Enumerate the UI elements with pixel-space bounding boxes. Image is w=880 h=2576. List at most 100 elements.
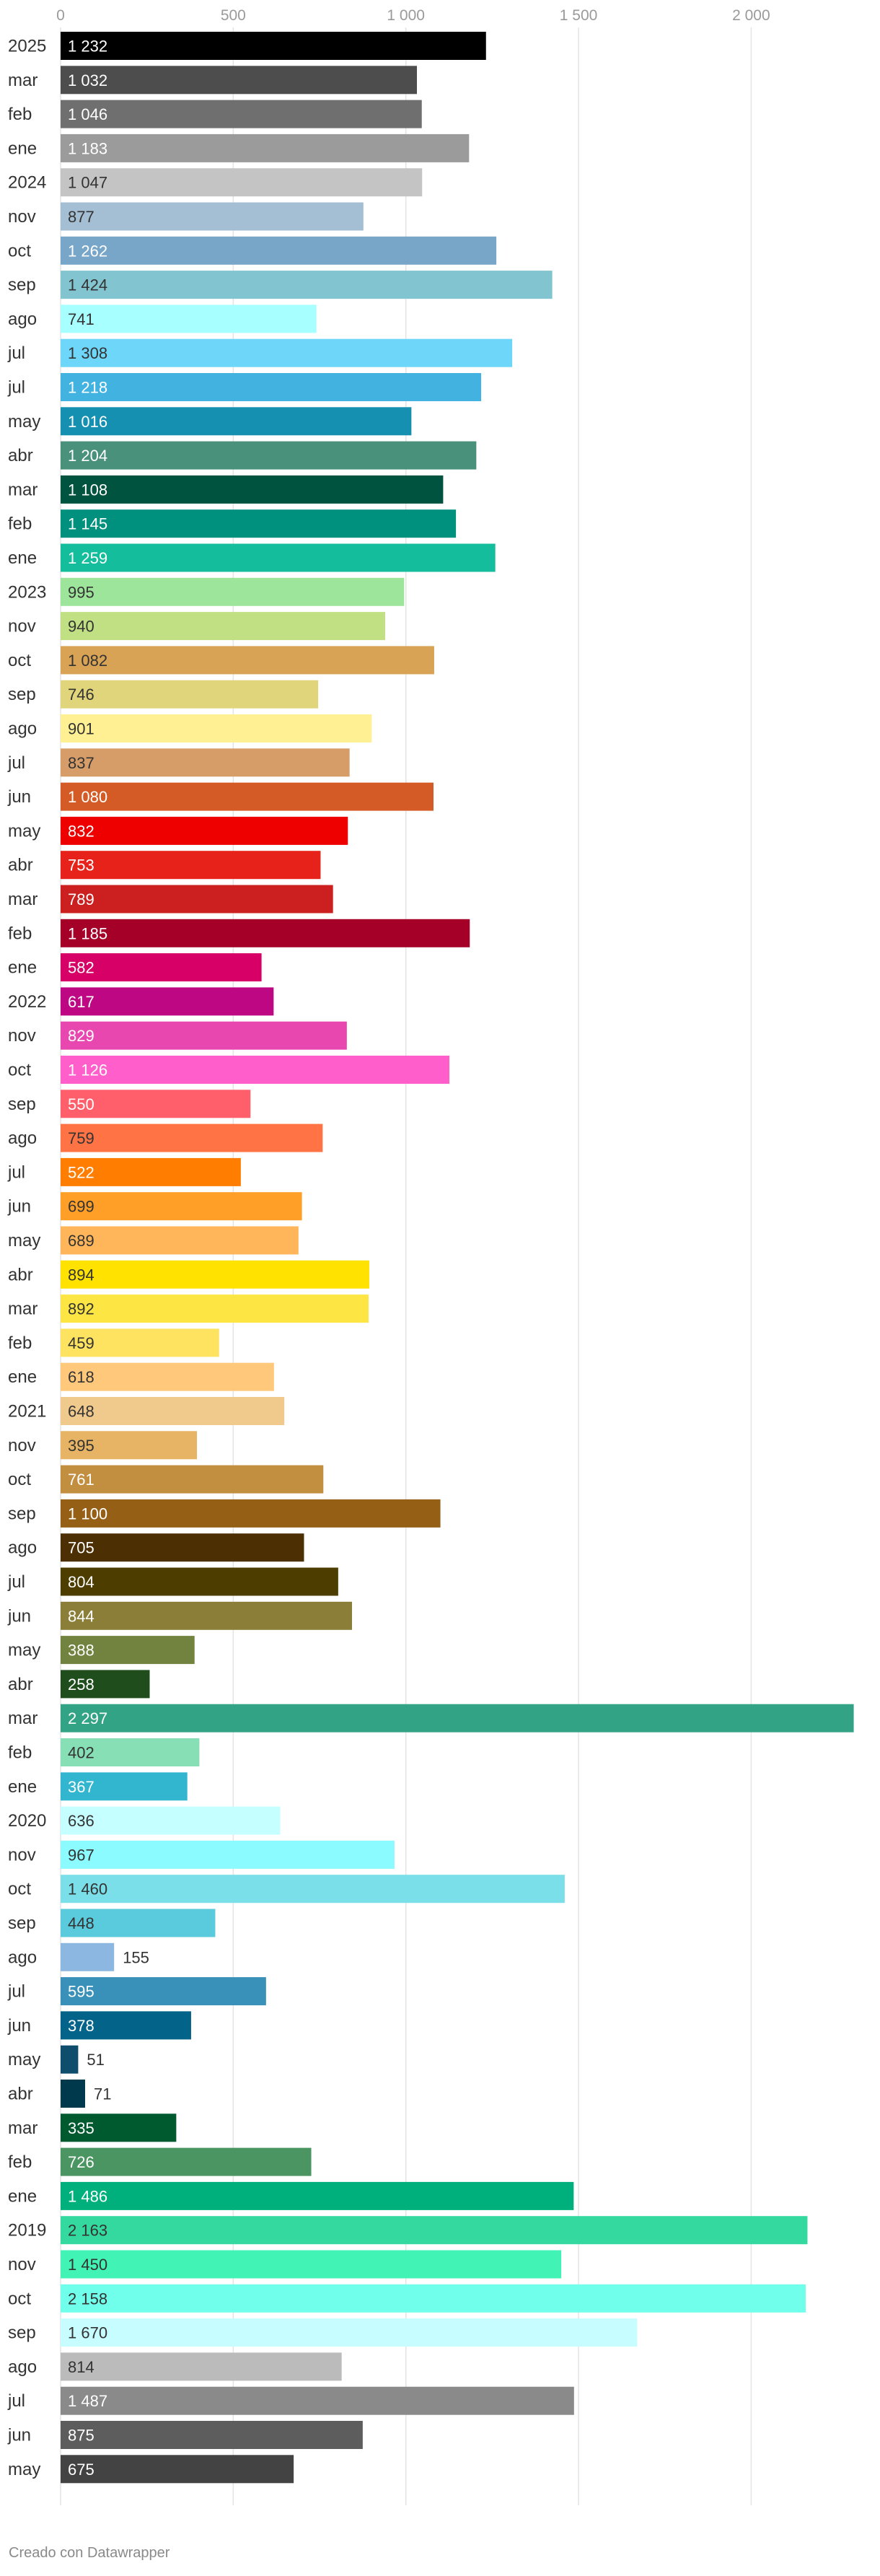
bar (61, 2318, 638, 2347)
category-label: feb (8, 924, 32, 943)
bar (61, 100, 422, 128)
bar (61, 577, 405, 606)
category-label: jul (7, 1162, 25, 1182)
category-label: ene (8, 548, 37, 568)
value-label: 875 (68, 2427, 94, 2445)
bar (61, 236, 497, 265)
value-label: 459 (68, 1334, 94, 1352)
category-label: nov (8, 2255, 36, 2274)
category-label: ene (8, 1367, 37, 1387)
category-label: may (8, 2050, 40, 2069)
value-label: 940 (68, 618, 94, 636)
value-label: 1 185 (68, 924, 107, 942)
category-label: nov (8, 1845, 36, 1865)
bar (61, 2250, 562, 2279)
bar (61, 1192, 302, 1221)
category-label: mar (8, 1709, 38, 1728)
value-label: 789 (68, 890, 94, 908)
category-label: may (8, 1231, 40, 1250)
bar (61, 1977, 266, 2006)
category-label: mar (8, 71, 38, 90)
value-label: 1 486 (68, 2187, 107, 2205)
bar (61, 1056, 450, 1084)
category-label: mar (8, 480, 38, 499)
value-label: 1 100 (68, 1504, 107, 1523)
bar (61, 1806, 281, 1835)
category-label: oct (8, 2289, 31, 2308)
bar (61, 1909, 216, 1937)
value-label: 1 262 (68, 242, 107, 260)
bar (61, 748, 350, 777)
category-label: nov (8, 1026, 36, 1046)
category-label: 2025 (8, 37, 46, 56)
x-tick-label: 2 000 (732, 7, 770, 24)
category-label: nov (8, 207, 36, 227)
category-label: feb (8, 1333, 32, 1353)
value-label: 1 145 (68, 515, 107, 533)
bar (61, 1465, 324, 1494)
category-label: sep (8, 1095, 36, 1114)
bar (61, 2284, 806, 2313)
bar (61, 1362, 274, 1391)
category-label: mar (8, 2119, 38, 2138)
category-label: jun (7, 2016, 31, 2036)
category-label: abr (8, 446, 33, 465)
category-label: 2021 (8, 1402, 46, 1421)
value-label: 1 183 (68, 139, 107, 157)
value-label: 1 016 (68, 413, 107, 431)
value-label: 1 424 (68, 276, 107, 294)
category-label: jun (7, 1197, 31, 1217)
category-label: abr (8, 1265, 33, 1284)
value-label: 901 (68, 720, 94, 738)
value-label: 967 (68, 1846, 94, 1864)
bar (61, 509, 457, 538)
bar (61, 66, 418, 95)
value-label: 51 (87, 2051, 104, 2069)
category-label: jul (7, 2391, 25, 2411)
bar (61, 1942, 115, 1971)
value-label: 759 (68, 1129, 94, 1147)
value-label: 814 (68, 2358, 94, 2376)
category-label: ene (8, 2186, 37, 2206)
bar (61, 338, 513, 367)
bar (61, 987, 274, 1016)
bar (61, 1499, 441, 1528)
value-label: 1 308 (68, 344, 107, 362)
bar (61, 1840, 395, 1869)
bar (61, 1738, 200, 1766)
category-label: 2019 (8, 2221, 46, 2240)
category-label: ene (8, 139, 37, 158)
bar (61, 919, 470, 947)
bar (61, 475, 444, 504)
category-label: jul (7, 343, 25, 363)
bar (61, 816, 348, 845)
category-label: oct (8, 1880, 31, 1899)
value-label: 804 (68, 1573, 94, 1591)
category-label: abr (8, 856, 33, 875)
value-label: 2 297 (68, 1709, 107, 1727)
category-label: feb (8, 1743, 32, 1763)
category-label: mar (8, 1300, 38, 1319)
bar (61, 2181, 574, 2210)
category-label: jul (7, 753, 25, 773)
bar (61, 1636, 195, 1665)
category-label: abr (8, 2085, 33, 2104)
value-label: 832 (68, 822, 94, 840)
value-label: 388 (68, 1642, 94, 1660)
value-label: 335 (68, 2119, 94, 2137)
value-label: 829 (68, 1027, 94, 1045)
value-label: 699 (68, 1198, 94, 1216)
category-label: ago (8, 1538, 37, 1558)
category-label: may (8, 821, 40, 841)
bar (61, 1021, 347, 1050)
bar (61, 2352, 342, 2381)
bar (61, 851, 321, 880)
value-label: 1 204 (68, 447, 107, 465)
category-label: feb (8, 105, 32, 124)
bar (61, 1670, 150, 1699)
category-label: may (8, 412, 40, 431)
bar (61, 271, 553, 299)
footer-credit: Creado con Datawrapper (9, 2545, 170, 2561)
value-label: 675 (68, 2461, 94, 2479)
category-label: 2024 (8, 173, 46, 193)
